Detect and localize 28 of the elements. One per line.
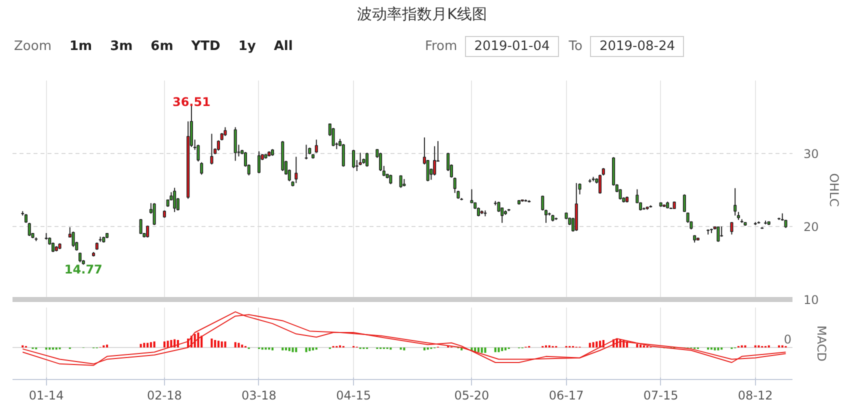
x-tick-label: 04-15 [336,388,371,402]
text: 3m [110,39,133,54]
x-tick-label: 06-17 [548,388,584,402]
text: Zoom [14,39,52,54]
x-tick-label: 01-14 [28,388,64,402]
text: From [424,39,458,54]
x-tick-label: 02-18 [147,388,182,402]
text: 1m [69,39,92,54]
y-tick-label: 20 [804,220,819,234]
x-tick-label: 08-12 [738,388,773,402]
y-tick-label: 10 [804,293,819,307]
annotation: 36.51 [172,94,210,109]
text: All [274,39,293,54]
text: YTD [191,39,220,54]
y-axis-title: MACD [814,326,828,362]
chart-title: 波动率指数月K线图 [356,4,488,25]
y-axis-title: OHLC [826,173,841,207]
x-tick-label: 03-18 [242,388,276,402]
text: To [568,39,582,54]
annotation: 14.77 [64,262,102,277]
x-tick-label: 05-20 [454,388,490,402]
text: 2019-01-04 [465,36,559,57]
text: 1y [238,39,256,54]
text: 2019-08-24 [590,36,684,57]
text: 6m [150,39,174,54]
annotation: 0 [784,332,792,346]
x-tick-label: 07-15 [643,388,678,402]
y-tick-label: 30 [804,147,819,161]
